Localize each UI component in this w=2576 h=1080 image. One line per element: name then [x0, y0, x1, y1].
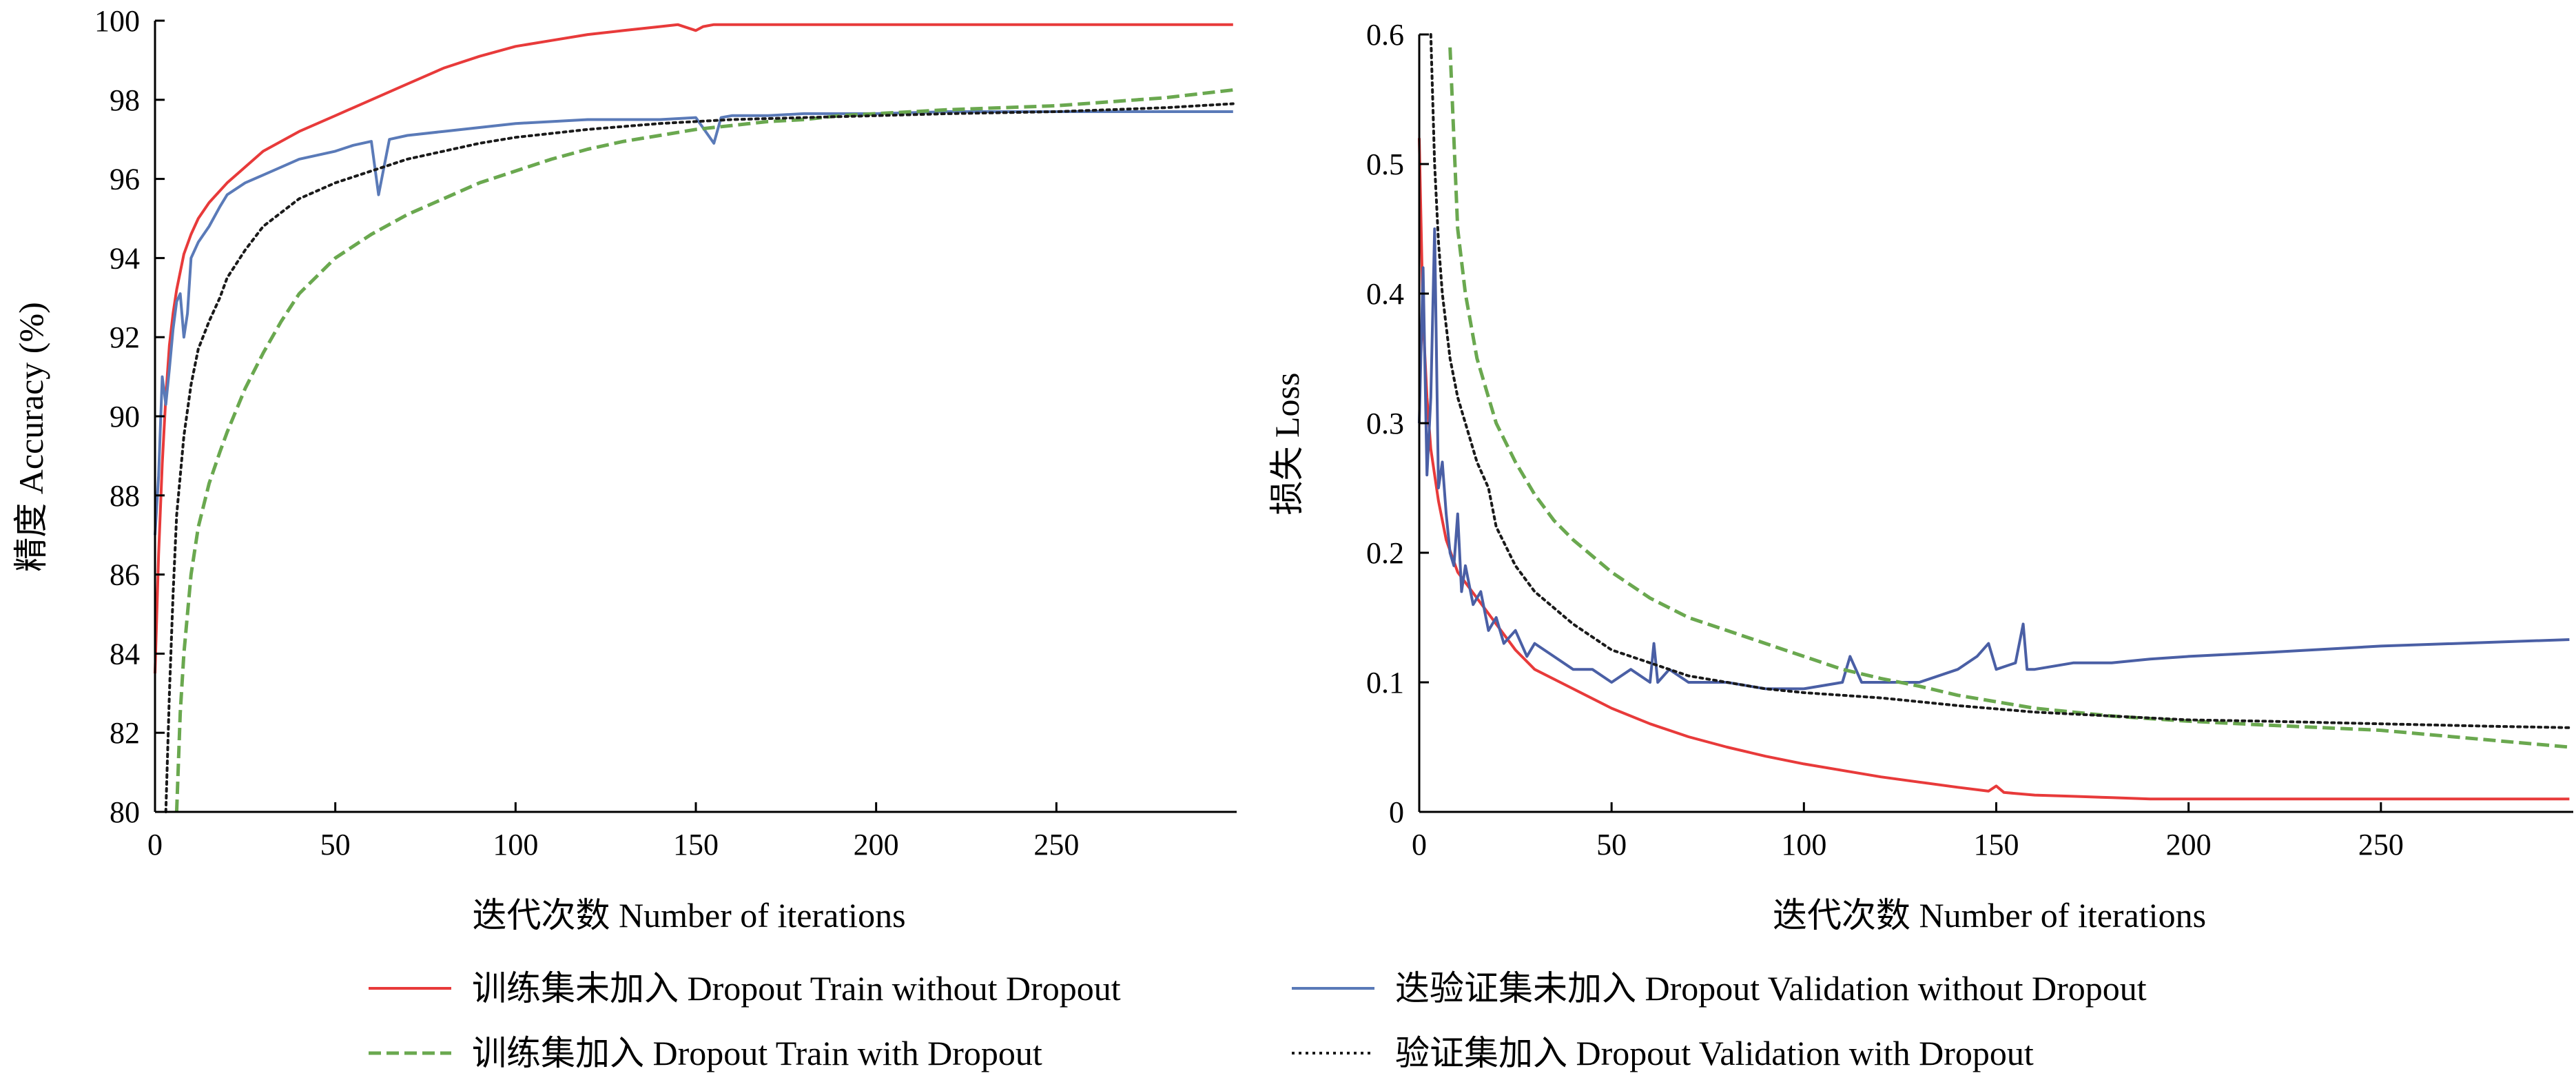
legend-label-train-without-dropout: 训练集未加入 Dropout Train without Dropout [472, 969, 1121, 1008]
accuracy-x-tick-label: 100 [493, 828, 538, 862]
loss-x-tick-label: 50 [1596, 828, 1627, 862]
accuracy-x-axis-title: 迭代次数 Number of iterations [472, 896, 905, 935]
accuracy-x-tick-label: 200 [854, 828, 899, 862]
accuracy-y-tick-label: 84 [110, 637, 140, 671]
accuracy-y-tick-label: 80 [110, 795, 140, 829]
loss-y-tick-label: 0.5 [1366, 147, 1404, 181]
accuracy-y-tick-label: 90 [110, 400, 140, 434]
accuracy-y-tick-label: 92 [110, 320, 140, 354]
loss-x-tick-label: 150 [1974, 828, 2019, 862]
legend-item-train-without-dropout: 训练集未加入 Dropout Train without Dropout [369, 969, 1121, 1008]
loss-plot-lines [1418, 33, 2571, 801]
loss-series-val-do [1429, 33, 2571, 729]
accuracy-x-tick-label: 0 [147, 828, 163, 862]
loss-ticks: 0 50 100 150 200 250 0 0.1 0.2 0.3 0.4 0.5 0.6 [1366, 18, 2404, 862]
loss-y-tick-label: 0.1 [1366, 666, 1404, 700]
accuracy-y-axis-title: 精度 Accuracy (%) [12, 302, 50, 571]
loss-y-tick-label: 0.4 [1366, 277, 1404, 311]
legend-label-validation-with-dropout: 验证集加入 Dropout Validation with Dropout [1395, 1034, 2034, 1072]
accuracy-ticks: 0 50 100 150 200 250 80 82 84 86 88 90 92 94 96 98 100 [94, 4, 1079, 862]
accuracy-x-tick-label: 50 [320, 828, 351, 862]
loss-y-tick-label: 0.6 [1366, 18, 1404, 52]
loss-x-tick-label: 200 [2166, 828, 2212, 862]
loss-y-axis-title: 损失 Loss [1268, 373, 1306, 516]
loss-series-val-no [1418, 227, 2570, 691]
legend-label-train-with-dropout: 训练集加入 Dropout Train with Dropout [472, 1034, 1042, 1072]
accuracy-y-tick-label: 86 [110, 558, 140, 592]
accuracy-series-train-do [174, 88, 1234, 813]
legend-item-validation-without-dropout: 迭验证集未加入 Dropout Validation without Dropo… [1292, 969, 2147, 1008]
accuracy-x-tick-label: 250 [1033, 828, 1079, 862]
accuracy-y-tick-label: 88 [110, 479, 140, 513]
loss-x-tick-label: 0 [1412, 828, 1427, 862]
loss-x-tick-label: 100 [1781, 828, 1826, 862]
accuracy-axes [154, 21, 1237, 813]
accuracy-series-val-do [164, 102, 1235, 813]
legend: 训练集未加入 Dropout Train without Dropout 迭验证… [369, 969, 2147, 1072]
accuracy-y-tick-label: 96 [110, 163, 140, 196]
legend-item-train-with-dropout: 训练集加入 Dropout Train with Dropout [369, 1034, 1042, 1072]
accuracy-series-train-no [154, 23, 1233, 674]
loss-x-tick-label: 250 [2358, 828, 2404, 862]
loss-axes [1418, 34, 2573, 813]
legend-item-validation-with-dropout: 验证集加入 Dropout Validation with Dropout [1292, 1034, 2034, 1072]
legend-label-validation-without-dropout: 迭验证集未加入 Dropout Validation without Dropo… [1395, 969, 2147, 1008]
accuracy-plot-lines [154, 23, 1235, 813]
loss-chart: 0 50 100 150 200 250 0 0.1 0.2 0.3 0.4 0.5 0.6 迭代次数 … [1268, 18, 2573, 935]
accuracy-x-tick-label: 150 [673, 828, 719, 862]
accuracy-y-tick-label: 98 [110, 83, 140, 117]
loss-x-axis-title: 迭代次数 Number of iterations [1773, 896, 2206, 935]
accuracy-y-tick-label: 82 [110, 716, 140, 750]
accuracy-chart: 0 50 100 150 200 250 80 82 84 86 88 90 92 94 96 98 100 迭… [12, 4, 1237, 935]
loss-y-tick-label: 0.3 [1366, 407, 1404, 440]
accuracy-y-tick-label: 100 [94, 4, 140, 38]
loss-y-tick-label: 0.2 [1366, 536, 1404, 570]
loss-series-train-do [1448, 47, 2570, 749]
loss-y-tick-label: 0 [1389, 795, 1404, 829]
accuracy-y-tick-label: 94 [110, 241, 140, 275]
accuracy-series-val-no [154, 110, 1233, 536]
